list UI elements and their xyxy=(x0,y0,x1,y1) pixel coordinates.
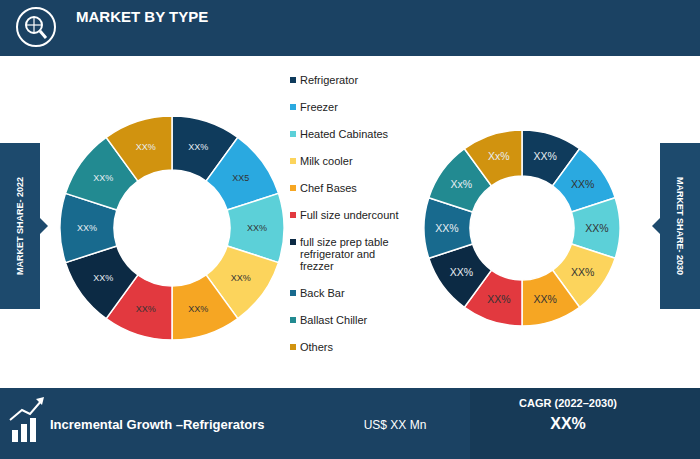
icon-line xyxy=(33,17,34,33)
legend-item: Heated Cabinates xyxy=(290,128,389,140)
slice xyxy=(464,130,522,186)
legend-swatch xyxy=(290,77,296,83)
side-tab xyxy=(0,143,40,309)
icon-bar xyxy=(21,424,27,442)
header-icon xyxy=(17,8,55,46)
legend-item: Freezer xyxy=(290,101,338,113)
data-label: XX% xyxy=(136,304,156,314)
slices xyxy=(60,116,284,340)
data-label: Xx% xyxy=(488,150,510,162)
infographic: MARKET BY TYPEXX%XX5XX%XX%XX%XX%XX%XX%XX… xyxy=(0,0,700,459)
data-label: XX% xyxy=(571,178,594,190)
data-label: XX% xyxy=(450,266,473,278)
legend-label: full size prep tablerefrigerator andfrez… xyxy=(300,236,389,272)
legend-item: Others xyxy=(290,341,334,353)
cagr-value: XX% xyxy=(550,415,586,432)
legend-item: Milk cooler xyxy=(290,155,353,167)
icon-arrow xyxy=(10,400,42,420)
data-label: XX% xyxy=(585,222,608,234)
header-band xyxy=(0,0,700,56)
legend-label: Refrigerator xyxy=(300,74,358,86)
legend-swatch xyxy=(290,344,296,350)
side-tab-arrow xyxy=(652,218,660,234)
legend-swatch xyxy=(290,317,296,323)
legend-label: Others xyxy=(300,341,334,353)
icon-ring xyxy=(17,8,55,46)
data-label: XX% xyxy=(435,222,458,234)
data-label: XX% xyxy=(571,266,594,278)
chart-title: MARKET SHARE- 2022 xyxy=(15,177,25,275)
legend: Refrigerator Freezer Heated Cabinates Milk … xyxy=(290,74,398,353)
slice xyxy=(106,116,172,181)
data-label: XX% xyxy=(136,142,156,152)
data-label: XX% xyxy=(188,142,208,152)
legend-label: Chef Bases xyxy=(300,182,357,194)
legend-swatch xyxy=(290,212,296,218)
legend-item: Back Bar xyxy=(290,287,345,299)
header-title: MARKET BY TYPE xyxy=(76,8,208,25)
legend-label: Freezer xyxy=(300,101,338,113)
icon-handle xyxy=(40,31,46,38)
footer-value: US$ XX Mn xyxy=(364,418,427,432)
footer-icon xyxy=(10,397,44,442)
data-labels: XX% XX5 XX% XX% XX% XX% XX% XX% XX% XX% xyxy=(77,142,267,314)
slices xyxy=(424,130,620,326)
icon-globe xyxy=(26,17,42,33)
chart-title: MARKET SHARE- 2030 xyxy=(675,177,685,275)
data-label: XX5 xyxy=(232,173,249,183)
data-label: XX% xyxy=(247,223,267,233)
legend-label: Full size undercount xyxy=(300,209,398,221)
legend-swatch xyxy=(290,239,296,245)
footer-band xyxy=(0,388,700,459)
data-label: XX% xyxy=(188,304,208,314)
legend-item: Chef Bases xyxy=(290,182,357,194)
legend-label: Milk cooler xyxy=(300,155,353,167)
data-label: XX% xyxy=(534,150,557,162)
legend-item: Refrigerator xyxy=(290,74,358,86)
donut-chart: XX% XX% XX% XX% XX% XX% XX% XX% Xx% Xx% xyxy=(424,130,620,326)
icon-bar xyxy=(30,418,36,442)
side-tab-arrow xyxy=(40,218,48,234)
icon-arrowhead xyxy=(36,397,44,405)
data-label: XX% xyxy=(77,223,97,233)
legend-swatch xyxy=(290,158,296,164)
legend-label: Back Bar xyxy=(300,287,345,299)
data-label: XX% xyxy=(487,293,510,305)
cagr-label: CAGR (2022–2030) xyxy=(519,397,617,409)
data-label: XX% xyxy=(231,273,251,283)
legend-label: Heated Cabinates xyxy=(300,128,389,140)
footer-panel xyxy=(470,388,700,459)
legend-label: Ballast Chiller xyxy=(300,314,368,326)
data-label: XX% xyxy=(534,293,557,305)
icon-bar xyxy=(12,430,18,442)
legend-swatch xyxy=(290,290,296,296)
legend-item: Ballast Chiller xyxy=(290,314,368,326)
legend-swatch xyxy=(290,104,296,110)
legend-item: full size prep tablerefrigerator andfrez… xyxy=(290,236,389,272)
data-label: XX% xyxy=(93,173,113,183)
side-tab xyxy=(660,143,700,309)
data-label: XX% xyxy=(93,273,113,283)
legend-swatch xyxy=(290,131,296,137)
legend-swatch xyxy=(290,185,296,191)
donut-chart: XX% XX5 XX% XX% XX% XX% XX% XX% XX% XX% xyxy=(60,116,284,340)
slice xyxy=(522,270,580,326)
footer-label: Incremental Growth –Refrigerators xyxy=(50,417,265,432)
data-labels: XX% XX% XX% XX% XX% XX% XX% XX% Xx% Xx% xyxy=(435,150,608,305)
legend-item: Full size undercount xyxy=(290,209,398,221)
data-label: Xx% xyxy=(451,178,473,190)
slice xyxy=(172,275,238,340)
